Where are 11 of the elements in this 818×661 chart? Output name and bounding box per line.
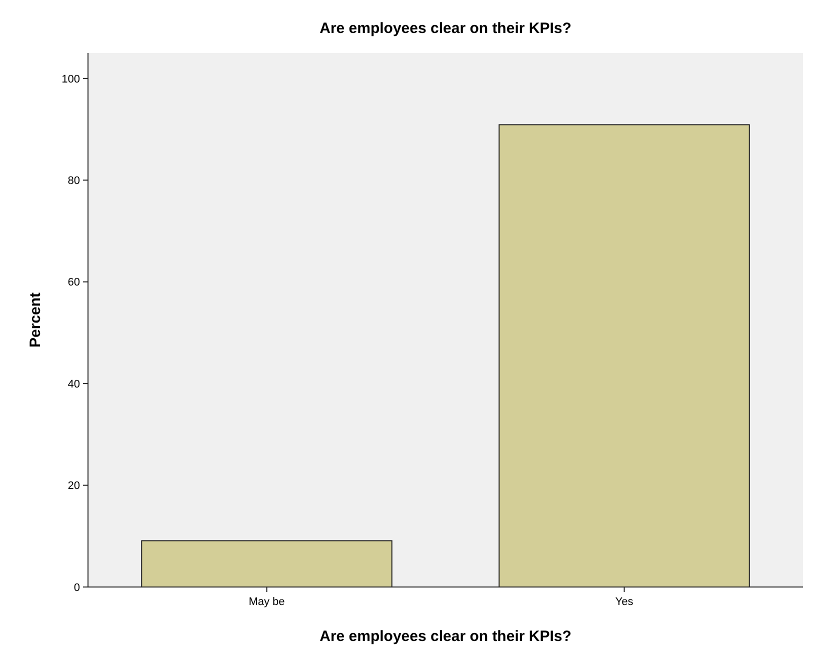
y-axis-title: Percent bbox=[27, 292, 44, 348]
chart-title: Are employees clear on their KPIs? bbox=[320, 20, 572, 37]
y-tick-label: 20 bbox=[68, 480, 80, 492]
x-axis-title: Are employees clear on their KPIs? bbox=[320, 628, 572, 645]
x-tick-label: May be bbox=[248, 596, 285, 608]
y-tick-label: 100 bbox=[62, 73, 80, 86]
y-tick-label: 60 bbox=[68, 276, 80, 289]
x-tick-label: Yes bbox=[615, 596, 634, 608]
y-tick-label: 0 bbox=[74, 582, 80, 594]
y-tick-label: 40 bbox=[68, 378, 80, 390]
y-tick-label: 80 bbox=[68, 174, 80, 187]
